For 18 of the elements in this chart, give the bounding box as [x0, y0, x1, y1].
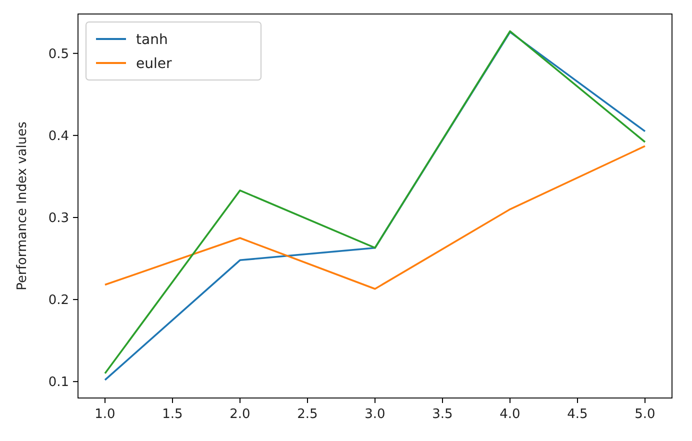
y-tick-label: 0.4 — [48, 128, 69, 144]
y-tick-label: 0.3 — [48, 211, 69, 226]
line-series — [104, 145, 646, 290]
x-tick-label: 3.5 — [432, 407, 453, 422]
y-tick-label: 0.5 — [48, 46, 69, 62]
x-tick-label: 1.0 — [94, 407, 116, 422]
x-tick-label: 4.5 — [567, 407, 588, 422]
y-axis-title: Performance Index values — [15, 121, 30, 290]
legend-label: tanh — [136, 32, 168, 48]
legend-label: euler — [136, 56, 172, 72]
x-tick-label: 3.0 — [364, 407, 386, 422]
x-tick-label: 2.0 — [230, 407, 250, 422]
x-tick-label: 2.5 — [297, 407, 318, 422]
y-tick-label: 0.2 — [48, 293, 69, 308]
x-tick-label: 1.5 — [162, 407, 183, 422]
x-tick-label: 4.0 — [500, 407, 520, 422]
x-tick-label: 5.0 — [634, 407, 656, 422]
y-tick-label: 0.1 — [48, 375, 69, 390]
